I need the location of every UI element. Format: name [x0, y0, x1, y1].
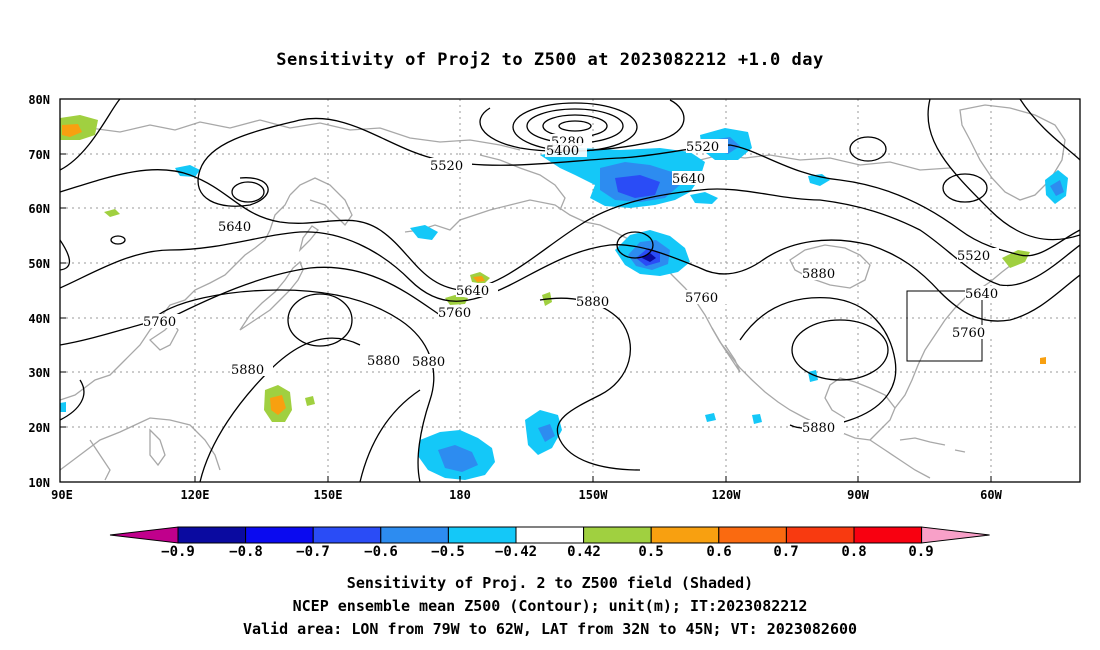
contour-label: 5760	[143, 315, 176, 330]
colorbar-under-triangle	[109, 526, 179, 544]
lat-label: 20N	[28, 421, 50, 435]
contour-label: 5640	[456, 284, 489, 299]
lat-label: 60N	[28, 202, 50, 216]
colorbar-cell	[380, 526, 449, 544]
contour-label: 5520	[430, 159, 463, 174]
contour-label: 5880	[576, 295, 609, 310]
lon-label: 90W	[847, 488, 869, 502]
colorbar-label: −0.6	[364, 544, 398, 560]
contour-label: 5760	[438, 306, 471, 321]
lat-label: 30N	[28, 366, 50, 380]
lon-label: 120E	[181, 488, 210, 502]
contour-label: 5880	[367, 354, 400, 369]
lat-label: 10N	[28, 476, 50, 490]
colorbar-over-triangle	[921, 526, 990, 544]
colorbar-label: 0.5	[638, 544, 663, 560]
colorbar-label: 0.8	[841, 544, 866, 560]
lon-label: 120W	[712, 488, 742, 502]
colorbar-cell	[447, 526, 517, 544]
lat-label: 40N	[28, 312, 50, 326]
contour-label: 5520	[686, 140, 719, 155]
contour-label: 5640	[965, 287, 998, 302]
colorbar-label: −0.5	[431, 544, 465, 560]
latitude-labels: 80N 70N 60N 50N 40N 30N 20N 10N	[28, 93, 50, 490]
contour-label: 5880	[231, 363, 264, 378]
colorbar-cell	[312, 526, 382, 544]
colorbar-label: 0.9	[908, 544, 933, 560]
colorbar-label: 0.6	[706, 544, 731, 560]
colorbar-label: −0.7	[296, 544, 330, 560]
colorbar-cell	[718, 526, 787, 544]
colorbar-cell	[515, 526, 585, 544]
colorbar-label: −0.42	[495, 544, 537, 560]
colorbar-cell	[245, 526, 314, 544]
contour-label: 5760	[685, 291, 718, 306]
colorbar-cell	[650, 526, 720, 544]
contour-label: 5640	[218, 220, 251, 235]
contour-labels: 5280 5400 5520 5520 5640 5520 5640 5640 …	[143, 134, 1007, 436]
lat-label: 70N	[28, 148, 50, 162]
caption-line-1: Sensitivity of Proj. 2 to Z500 field (Sh…	[346, 574, 754, 592]
contour-label: 5880	[802, 267, 835, 282]
colorbar-cell	[853, 526, 923, 544]
lon-label: 60W	[980, 488, 1002, 502]
map-frame	[59, 98, 1081, 483]
colorbar-label: 0.42	[567, 544, 601, 560]
lat-label: 80N	[28, 93, 50, 107]
contour-label: 5880	[412, 355, 445, 370]
tick-marks	[60, 98, 992, 482]
colorbar-label: −0.8	[229, 544, 263, 560]
lon-label: 150E	[314, 488, 343, 502]
caption-line-2: NCEP ensemble mean Z500 (Contour); unit(…	[292, 597, 808, 615]
contour-label: 5880	[802, 421, 835, 436]
colorbar-cell	[583, 526, 652, 544]
colorbar-cell	[785, 526, 855, 544]
colorbar-label: 0.7	[773, 544, 798, 560]
contour-label: 5760	[952, 326, 985, 341]
contour-label: 5400	[546, 144, 579, 159]
longitude-labels: 90E 120E 150E 180 150W 120W 90W 60W	[51, 488, 1002, 502]
lon-label: 90E	[51, 488, 73, 502]
contour-label: 5520	[957, 249, 990, 264]
map-title: Sensitivity of Proj2 to Z500 at 20230822…	[276, 50, 824, 70]
colorbar-labels: −0.9 −0.8 −0.7 −0.6 −0.5 −0.42 0.42 0.5 …	[161, 544, 934, 560]
colorbar	[109, 526, 990, 544]
colorbar-label: −0.9	[161, 544, 195, 560]
lon-label: 150W	[579, 488, 609, 502]
caption-line-3: Valid area: LON from 79W to 62W, LAT fro…	[242, 620, 858, 638]
lat-label: 50N	[28, 257, 50, 271]
lon-label: 180	[449, 488, 471, 502]
colorbar-cell	[177, 526, 247, 544]
contour-label: 5640	[672, 172, 705, 187]
